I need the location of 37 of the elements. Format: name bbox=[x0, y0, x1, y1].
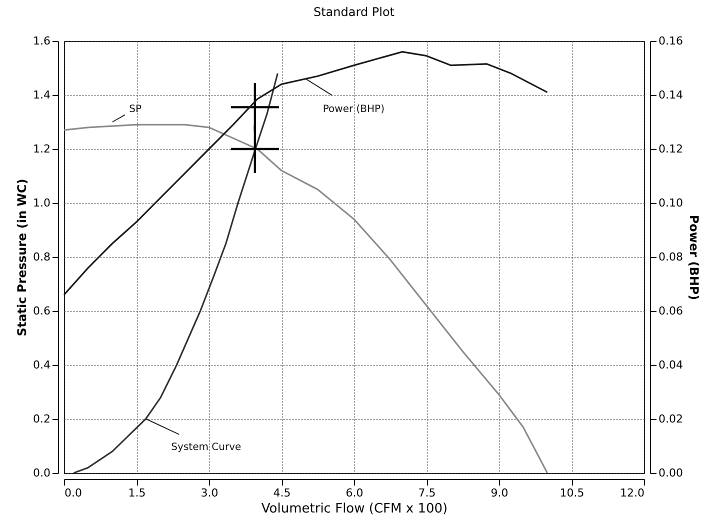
line-series bbox=[63, 124, 548, 474]
line-series bbox=[72, 72, 278, 474]
y2-tick-label: 0.06 bbox=[658, 304, 683, 318]
y-tick-label: 0.6 bbox=[33, 304, 50, 318]
y2-tick-label: 0.16 bbox=[658, 34, 683, 48]
y2-axis-title: Power (BHP) bbox=[686, 214, 701, 300]
y-tick-label: 0.4 bbox=[33, 358, 50, 372]
x-tick-label: 10.5 bbox=[560, 486, 584, 500]
x-axis-title: Volumetric Flow (CFM x 100) bbox=[261, 502, 448, 516]
y-tick-label: 1.0 bbox=[33, 196, 50, 210]
x-tick-label: 12.0 bbox=[620, 486, 644, 500]
y2-tick-label: 0.04 bbox=[658, 358, 683, 372]
y2-tick-label: 0.14 bbox=[658, 88, 683, 102]
y-tick-label: 1.4 bbox=[33, 88, 50, 102]
y2-tick-label: 0.00 bbox=[658, 466, 683, 480]
annotation: SP bbox=[129, 104, 142, 115]
x-tick-label: 3.0 bbox=[200, 486, 218, 500]
x-tick-label: 9.0 bbox=[490, 486, 508, 500]
annotation: System Curve bbox=[171, 442, 242, 453]
x-tick-label: 6.0 bbox=[346, 486, 364, 500]
y-tick-label: 0.2 bbox=[33, 412, 50, 426]
y-tick-label: 1.6 bbox=[33, 34, 50, 48]
y-tick-label: 0.0 bbox=[33, 466, 50, 480]
line-series bbox=[63, 51, 548, 296]
x-tick-label: 7.5 bbox=[418, 486, 436, 500]
y2-tick-label: 0.10 bbox=[658, 196, 683, 210]
x-tick-label: 4.5 bbox=[273, 486, 291, 500]
y-tick-label: 1.2 bbox=[33, 142, 50, 156]
y2-tick-label: 0.12 bbox=[658, 142, 683, 156]
annotation: Power (BHP) bbox=[322, 104, 385, 115]
y-tick-label: 0.8 bbox=[33, 250, 50, 264]
y-axis-title: Static Pressure (in WC) bbox=[15, 178, 30, 336]
y2-tick-label: 0.08 bbox=[658, 250, 683, 264]
chart-title: Standard Plot bbox=[313, 5, 395, 19]
y2-tick-label: 0.02 bbox=[658, 412, 683, 426]
x-tick-label: 0.0 bbox=[64, 486, 82, 500]
x-tick-label: 1.5 bbox=[128, 486, 146, 500]
